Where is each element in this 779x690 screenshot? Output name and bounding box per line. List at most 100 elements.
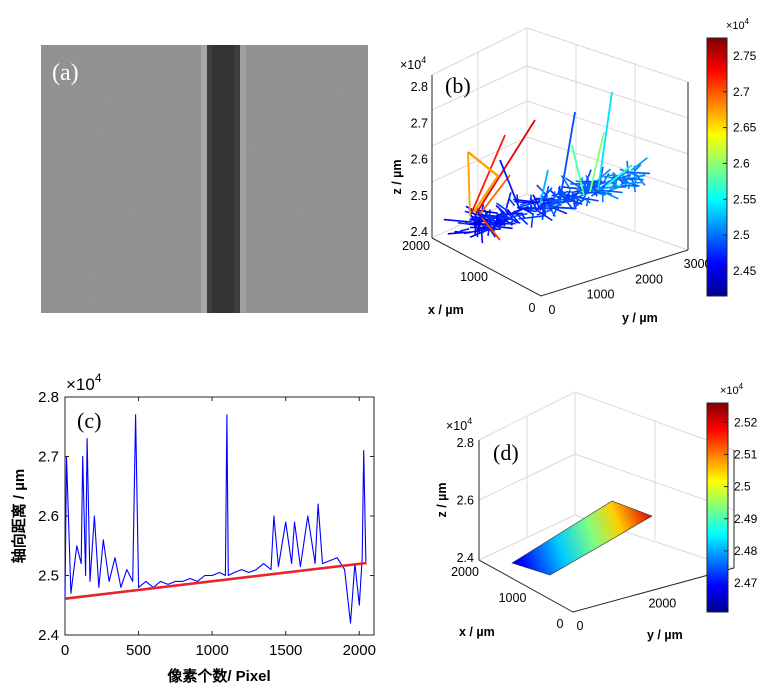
point-spike [589,131,605,193]
panel-b-label: (b) [445,73,471,98]
point-segment [560,193,573,209]
z-tick-label: 2.6 [457,494,474,508]
z-tick-label: 2.8 [411,80,428,94]
colorbar-tick-label: 2.47 [734,576,758,590]
colorbar-tick-label: 2.5 [734,480,751,494]
panel-c-x-ticks: 0 500 1000 1500 2000 [61,397,376,659]
panel-b-colorbar-exponent: ×104 [726,17,750,32]
point-segment [542,204,547,215]
y-tick-label: 1000 [587,288,615,302]
point-segment [546,203,556,218]
x-tick-label: 1000 [460,270,488,284]
micrograph-edge-right [240,45,246,313]
point-segment [536,184,549,198]
x-tick-label: 2000 [451,565,479,579]
micrograph-edge-left [201,45,207,313]
point-segment [492,218,507,229]
point-segment [496,202,510,214]
point-segment [495,213,499,222]
panel-b-xlabel: x / µm [428,303,464,317]
point-segment [447,231,472,235]
panel-d-z-ticks: 2.4 2.6 2.8 [457,436,474,565]
x-tick-label: 2000 [343,642,376,659]
z-tick-label: 2.5 [411,189,428,203]
point-segment [624,181,644,185]
colorbar-tick-label: 2.75 [733,49,757,63]
x-tick-label: 2000 [402,239,430,253]
x-tick-label: 0 [61,642,69,659]
y-tick-label: 2.6 [38,508,59,525]
colorbar-tick-label: 2.6 [733,156,750,170]
point-spike [571,144,585,197]
point-segment [597,192,606,196]
point-segment [459,228,470,232]
point-segment [607,190,623,194]
y-tick-label: 2.5 [38,568,59,585]
point-segment [528,207,553,210]
z-tick-label: 2.6 [411,153,428,167]
point-segment [518,199,543,208]
point-segment [599,166,604,180]
point-segment [464,210,486,218]
micrograph-groove-core [212,45,234,313]
panel-c-plot-area [64,396,375,636]
point-segment [465,214,489,224]
point-segment [476,218,502,226]
colorbar-tick-label: 2.5 [733,228,750,242]
point-segment [576,177,584,191]
x-tick-label: 1500 [269,642,302,659]
z-tick-label: 2.7 [411,116,428,130]
panel-d-surface [511,500,653,576]
y-tick-label: 2.8 [38,389,59,406]
panel-d-colorbar-exponent: ×104 [720,382,744,397]
point-segment [619,168,641,178]
point-segment [564,177,583,190]
measured-line [64,414,367,624]
point-segment [506,208,520,224]
point-spike [605,164,633,187]
point-segment [603,173,616,178]
panel-b-axes [431,75,689,297]
panel-c-label: (c) [77,408,101,433]
panel-d-x-ticks: 0 1000 2000 [451,565,563,631]
panel-d-colorbar: ×104 2.47 2.48 2.49 2.5 2.51 2.52 [706,382,758,613]
y-tick-label: 3000 [684,257,712,271]
point-segment [616,178,628,182]
point-spike [471,134,506,213]
colorbar-tick-label: 2.51 [734,447,758,461]
point-segment [530,213,534,228]
point-segment [469,228,491,238]
point-segment [603,172,610,183]
panel-b-z-exponent: ×104 [400,55,426,72]
panel-d-xlabel: x / µm [459,625,495,639]
colorbar-tick-label: 2.55 [733,192,757,206]
point-segment [519,212,526,219]
point-spike [499,159,521,211]
panel-b: (b) ×104 2.4 2.5 2.6 2.7 2.8 0 1000 2000 0 1000… [390,17,757,325]
panel-d-axes [478,440,735,613]
x-tick-label: 0 [557,617,564,631]
panel-c-series [64,414,367,624]
panel-b-colorbar: ×104 2.45 2.5 2.55 2.6 2.65 2.7 2.75 [706,17,757,297]
x-tick-label: 1000 [195,642,228,659]
point-segment [634,164,642,172]
point-spike [481,217,501,241]
colorbar-tick-label: 2.52 [734,415,758,429]
point-segment [552,206,576,210]
panel-d-zlabel: z / µm [435,483,449,518]
x-tick-label: 500 [126,642,151,659]
point-segment [579,194,587,204]
y-tick-label: 2000 [648,597,676,611]
panel-d-label: (d) [493,440,519,465]
panel-b-box [431,27,689,251]
panel-b-zlabel: z / µm [390,160,404,195]
point-segment [564,196,583,205]
point-segment [505,192,512,209]
point-segment [513,212,528,218]
panel-d-y-ticks: 0 2000 [577,597,677,633]
panel-b-colorbar-gradient [706,37,728,297]
point-spike [475,119,536,215]
z-tick-label: 2.8 [457,436,474,450]
point-segment [495,204,507,216]
